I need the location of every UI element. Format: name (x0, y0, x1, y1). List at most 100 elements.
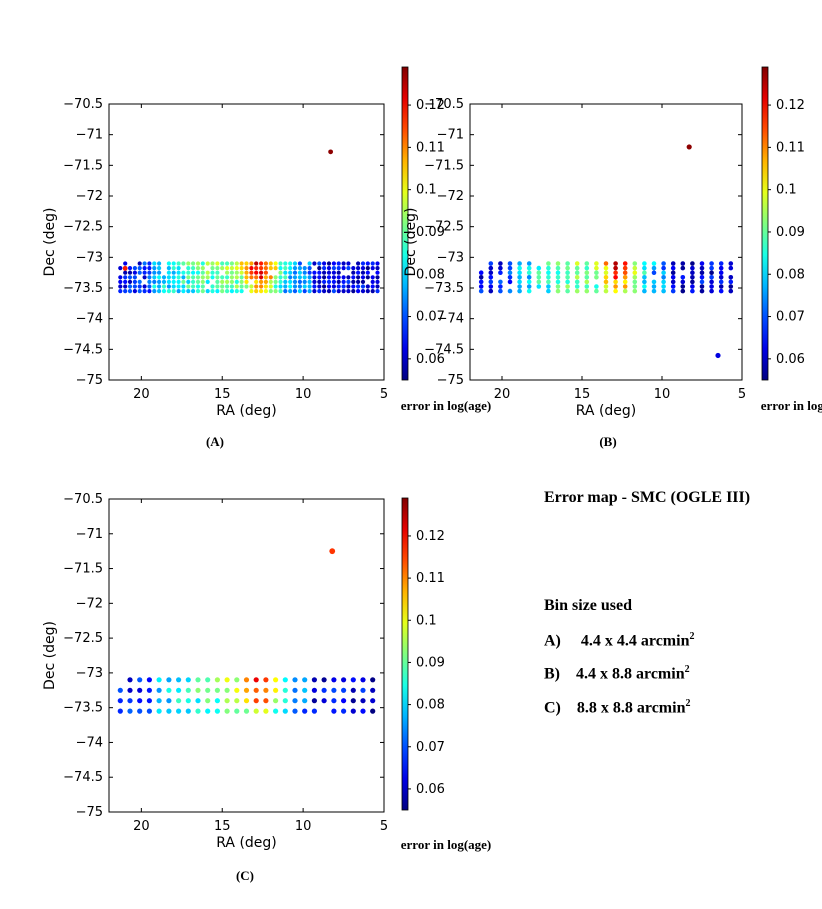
data-point (350, 708, 356, 714)
data-point (360, 687, 366, 693)
data-point (292, 677, 298, 683)
data-point (718, 284, 724, 289)
data-point (709, 279, 714, 285)
data-point (670, 261, 676, 266)
data-point (331, 687, 337, 693)
data-point (526, 265, 532, 271)
data-point (244, 275, 249, 280)
data-point (546, 261, 551, 266)
data-point (526, 261, 532, 266)
data-point (263, 708, 269, 714)
colorbar-label: error in log(age) (761, 398, 822, 413)
data-point (249, 270, 254, 275)
data-point (122, 265, 128, 271)
data-point (526, 279, 532, 285)
data-point (244, 284, 249, 289)
data-point (186, 284, 191, 289)
data-point (244, 270, 249, 275)
colorbar-tick-label: 0.06 (416, 352, 445, 367)
data-point (622, 275, 628, 280)
data-point (365, 270, 370, 275)
data-point (375, 261, 380, 266)
data-point (292, 279, 298, 284)
data-point (356, 261, 361, 266)
data-point (297, 275, 302, 280)
data-point (229, 279, 234, 284)
data-point (574, 275, 580, 280)
y-tick-label: −75 (437, 373, 464, 388)
data-point (526, 275, 532, 280)
data-point (215, 270, 220, 275)
bin-c-label: C) (544, 699, 561, 717)
data-point (709, 265, 714, 271)
data-point (157, 279, 162, 284)
data-point (224, 677, 230, 683)
data-point (220, 266, 225, 271)
data-point (331, 270, 336, 275)
chart-panel-c: −70.5 −71 −71.5 −72 −72.5 −73 −73.5 −74 −74.5 −75… (42, 492, 491, 883)
data-point (307, 289, 312, 294)
data-point (273, 279, 278, 284)
data-point (263, 284, 268, 289)
y-axis-label: Dec (deg) (403, 208, 419, 277)
data-point (365, 261, 370, 266)
data-point (195, 708, 201, 714)
data-point (259, 270, 264, 275)
data-point (234, 261, 239, 266)
scatter-points (118, 149, 380, 294)
data-point (574, 288, 580, 294)
colorbar-label: error in log(age) (401, 398, 492, 413)
data-point (297, 289, 302, 294)
data-point (229, 284, 234, 289)
data-point (699, 275, 705, 280)
data-point (166, 261, 171, 266)
data-point (356, 275, 361, 280)
data-point (234, 687, 240, 693)
bin-a-size: 4.4 x 4.4 arcmin (580, 632, 690, 650)
data-point (507, 270, 513, 276)
panel-label: (B) (599, 434, 616, 449)
data-point (360, 677, 366, 683)
data-point (613, 275, 618, 280)
data-point (565, 288, 570, 294)
data-point (181, 289, 186, 294)
data-point (488, 284, 494, 289)
data-point (156, 698, 162, 704)
data-point (229, 289, 234, 294)
data-point (239, 266, 244, 271)
data-point (117, 698, 123, 704)
data-point (584, 275, 590, 280)
data-point (166, 698, 172, 704)
x-axis-label: RA (deg) (576, 403, 637, 419)
data-point (312, 275, 317, 280)
data-point (234, 708, 240, 714)
data-point (517, 275, 522, 280)
data-point (594, 261, 599, 266)
data-point (195, 270, 201, 275)
data-point (302, 698, 308, 704)
plot-frame (108, 103, 385, 381)
data-point (326, 261, 332, 266)
data-point (200, 261, 205, 266)
data-point (273, 266, 278, 271)
data-point (498, 279, 503, 285)
data-point (166, 289, 171, 294)
data-point (132, 279, 137, 284)
data-point (370, 708, 376, 714)
y-tick-label: −72.5 (424, 220, 464, 235)
data-point (225, 270, 230, 275)
data-point (215, 261, 220, 266)
data-point (360, 261, 366, 266)
data-point (642, 265, 647, 271)
data-point (536, 270, 542, 276)
data-point (341, 289, 346, 294)
data-point (239, 279, 244, 284)
data-point (328, 149, 334, 155)
data-point (341, 279, 346, 284)
data-point (210, 289, 215, 294)
data-point (546, 275, 551, 280)
data-point (632, 270, 638, 276)
data-point (214, 698, 220, 704)
data-point (690, 279, 695, 285)
data-point (268, 261, 273, 266)
